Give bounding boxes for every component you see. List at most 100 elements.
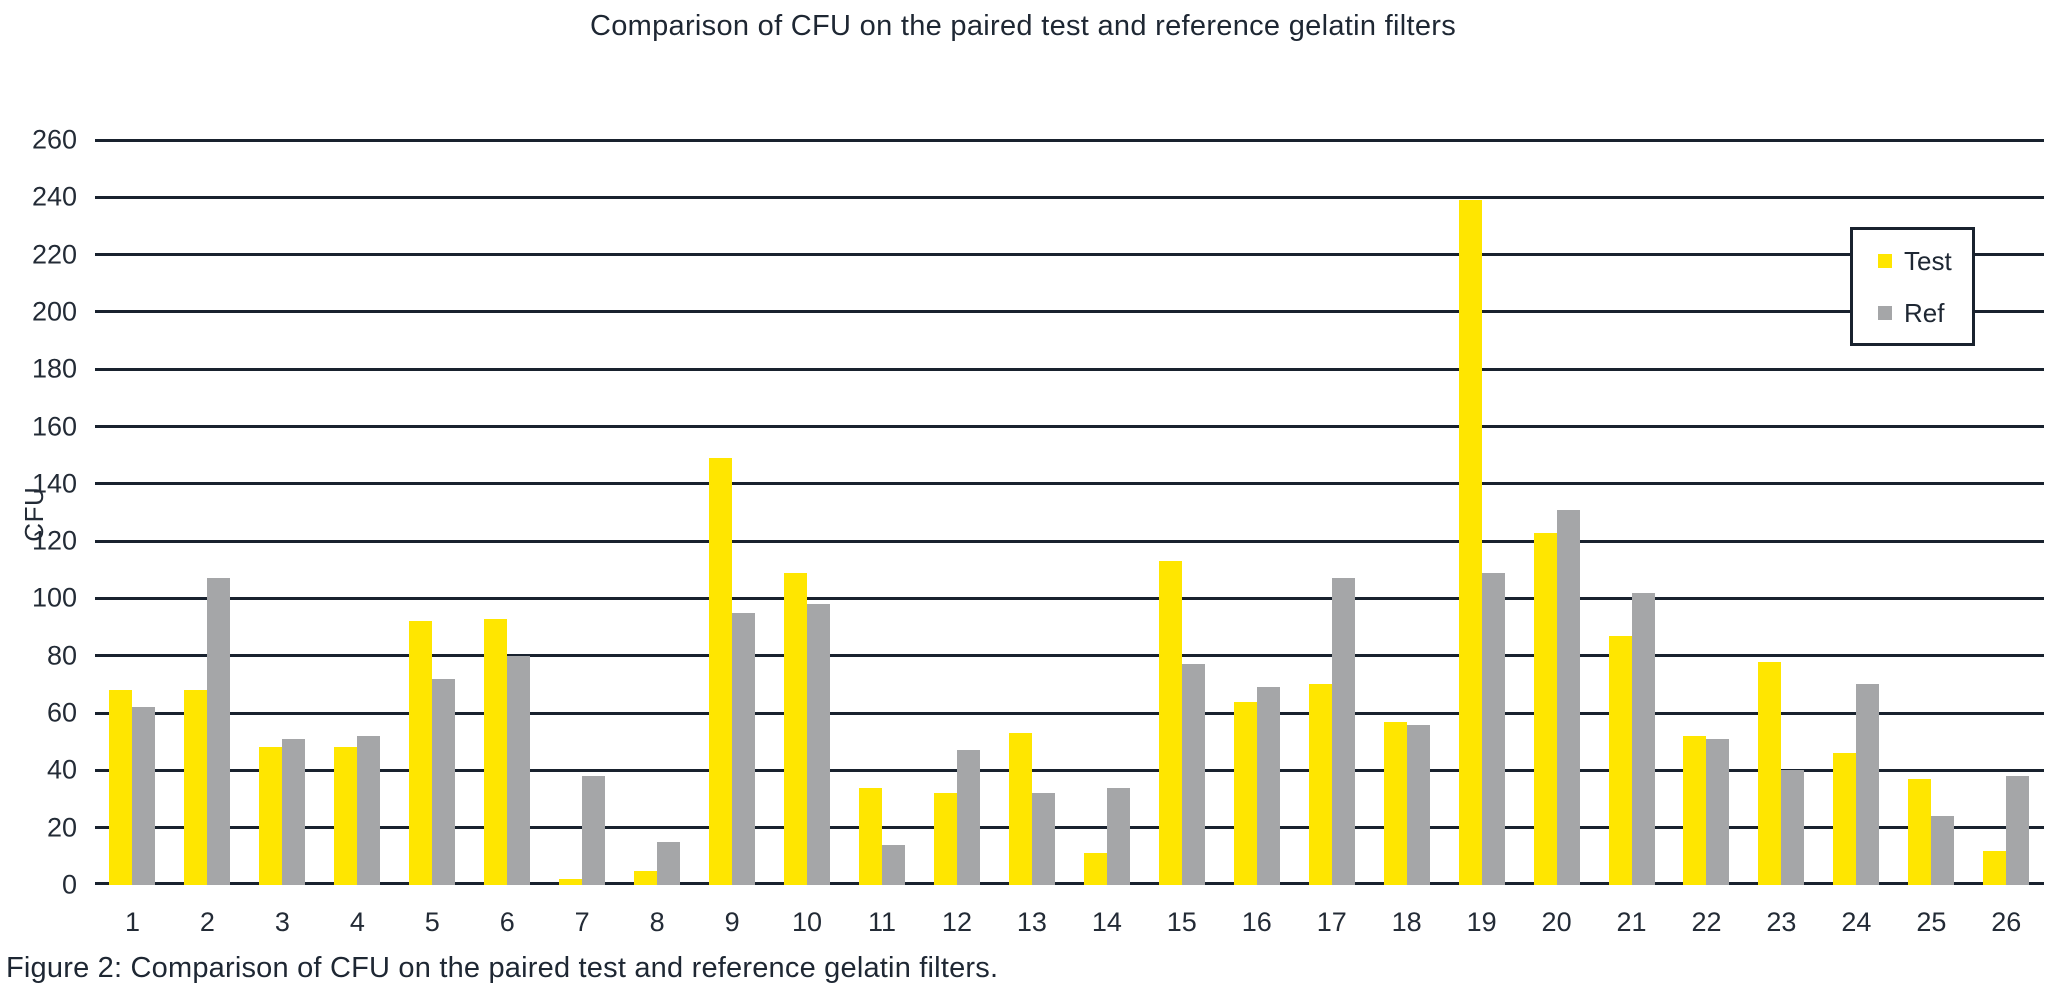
x-tick-label-26: 26: [1991, 907, 2022, 937]
gridline-220: [95, 253, 2044, 257]
y-tick-label-40: 40: [46, 754, 77, 785]
bar-ref-10: [807, 604, 831, 885]
bar-test-3: [259, 747, 283, 885]
gridline-0: [95, 882, 2044, 885]
x-tick-label-25: 25: [1916, 907, 1947, 937]
bar-test-22: [1683, 736, 1707, 885]
gridline-40: [95, 768, 2044, 772]
plot-area: 0 20 40 60 80 100 120 140 160 180 200 220 240 260 CFU…: [19, 126, 2044, 936]
x-tick-label-2: 2: [199, 907, 215, 937]
bar-ref-7: [582, 776, 606, 885]
bar-ref-3: [282, 738, 306, 885]
gridline-80: [95, 654, 2044, 658]
y-tick-label-140: 140: [31, 468, 77, 499]
x-tick-label-15: 15: [1166, 907, 1197, 937]
bar-group-6: 6: [484, 140, 531, 936]
x-tick-label-11: 11: [867, 907, 897, 937]
bar-ref-11: [882, 844, 905, 885]
y-tick-label-120: 120: [31, 525, 77, 556]
bar-ref-26: [2006, 776, 2030, 885]
gridline-160: [95, 425, 2044, 429]
figure-caption: Figure 2: Comparison of CFU on the paire…: [6, 952, 999, 984]
legend-swatch-test: [1878, 253, 1892, 268]
bar-group-17: 17: [1308, 140, 1355, 936]
legend-item-ref: Ref: [1878, 300, 1972, 326]
gridline-140: [95, 482, 2044, 486]
bar-ref-4: [357, 736, 381, 885]
bar-ref-25: [1931, 816, 1955, 885]
bar-group-11: 11: [859, 140, 905, 936]
bar-ref-9: [732, 612, 756, 885]
bar-ref-15: [1181, 664, 1205, 885]
bar-group-20: 20: [1533, 140, 1580, 936]
x-tick-label-18: 18: [1391, 907, 1422, 937]
y-axis-title: CFU: [18, 486, 49, 542]
bar-test-16: [1233, 701, 1257, 885]
bar-group-15: 15: [1158, 140, 1205, 936]
bar-group-23: 23: [1758, 140, 1805, 936]
bar-test-13: [1008, 733, 1032, 885]
bar-test-1: [109, 690, 133, 885]
bar-test-5: [409, 621, 433, 885]
bar-ref-18: [1406, 724, 1430, 885]
bars-container: 1 2 3 4 5 6 7 8 9 10 11 12 13 14 15 16 17 18 19 20 21 22 23 24 2…: [95, 140, 2044, 936]
bar-test-11: [859, 787, 882, 885]
y-tick-label-220: 220: [31, 239, 77, 270]
y-tick-label-260: 260: [31, 124, 77, 155]
bar-group-10: 10: [784, 140, 831, 936]
bar-group-2: 2: [184, 140, 231, 936]
y-tick-label-240: 240: [31, 181, 77, 212]
bar-ref-13: [1031, 793, 1055, 885]
bar-group-13: 13: [1008, 140, 1055, 936]
gridline-240: [95, 195, 2044, 199]
y-tick-label-100: 100: [31, 582, 77, 613]
y-tick-label-20: 20: [46, 812, 77, 843]
x-tick-label-1: 1: [124, 907, 140, 937]
x-tick-label-14: 14: [1091, 907, 1122, 937]
bar-ref-20: [1556, 509, 1580, 885]
bar-ref-19: [1481, 572, 1505, 885]
y-tick-label-60: 60: [46, 697, 77, 728]
x-tick-label-3: 3: [274, 907, 290, 937]
x-tick-label-4: 4: [349, 907, 365, 937]
bar-group-9: 9: [709, 140, 756, 936]
bar-group-7: 7: [559, 140, 606, 936]
x-tick-label-13: 13: [1016, 907, 1047, 937]
bar-test-26: [1983, 850, 2007, 885]
gridline-100: [95, 596, 2044, 600]
bar-test-7: [559, 879, 583, 885]
bar-group-3: 3: [259, 140, 306, 936]
y-tick-label-80: 80: [46, 640, 77, 671]
x-tick-label-10: 10: [792, 907, 823, 937]
bar-test-4: [334, 747, 358, 885]
bar-ref-23: [1781, 770, 1805, 885]
x-tick-label-9: 9: [724, 907, 740, 937]
bar-group-25: 25: [1908, 140, 1955, 936]
bar-ref-1: [132, 707, 156, 885]
x-tick-label-24: 24: [1841, 907, 1872, 937]
bar-test-18: [1383, 721, 1407, 885]
legend: Test Ref: [1850, 227, 1975, 346]
x-tick-label-6: 6: [499, 907, 515, 937]
gridline-60: [95, 711, 2044, 715]
bar-test-20: [1533, 532, 1557, 885]
bar-test-10: [784, 572, 808, 885]
bar-group-16: 16: [1233, 140, 1280, 936]
bar-group-14: 14: [1083, 140, 1130, 936]
bar-group-24: 24: [1833, 140, 1880, 936]
bar-test-23: [1758, 661, 1782, 885]
y-tick-label-160: 160: [31, 411, 77, 442]
legend-label-ref: Ref: [1904, 297, 1945, 328]
gridline-20: [95, 826, 2044, 830]
bar-test-17: [1308, 684, 1332, 885]
x-tick-label-21: 21: [1616, 907, 1647, 937]
x-tick-label-7: 7: [574, 907, 590, 937]
x-tick-label-8: 8: [649, 907, 665, 937]
bar-group-26: 26: [1983, 140, 2030, 936]
bar-ref-6: [507, 655, 531, 885]
x-tick-label-23: 23: [1766, 907, 1797, 937]
bar-ref-8: [657, 842, 681, 885]
x-tick-label-16: 16: [1241, 907, 1272, 937]
bar-ref-21: [1631, 592, 1655, 885]
y-tick-label-180: 180: [31, 353, 77, 384]
